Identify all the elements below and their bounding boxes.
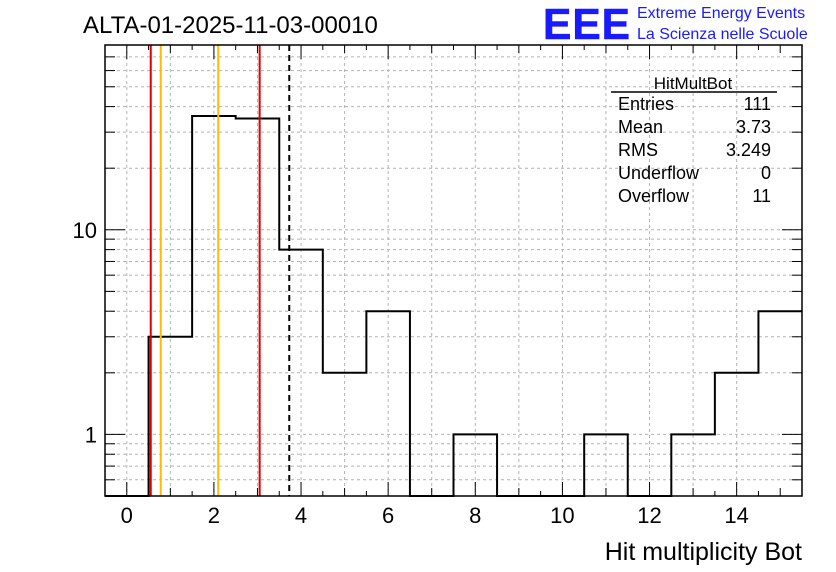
x-tick-label: 10	[550, 503, 574, 528]
axis-ticks	[104, 44, 803, 497]
stats-row-label: Underflow	[618, 163, 700, 183]
logo-line-2: La Scienza nelle Scuole	[637, 26, 808, 43]
x-tick-label: 2	[208, 503, 220, 528]
x-tick-label: 4	[295, 503, 307, 528]
stats-row-value: 3.249	[726, 140, 771, 160]
x-tick-label: 12	[637, 503, 661, 528]
stats-row-label: Mean	[618, 117, 663, 137]
stats-row-label: Entries	[618, 94, 674, 114]
x-axis-label: Hit multiplicity Bot	[605, 538, 802, 566]
stats-row-value: 0	[761, 163, 771, 183]
stats-title: HitMultBot	[654, 74, 733, 93]
x-tick-label: 0	[121, 503, 133, 528]
x-tick-labels: 0 2 4 6 8 10 12 14	[121, 503, 749, 528]
stats-row-label: RMS	[618, 140, 658, 160]
stats-row-value: 11	[752, 186, 771, 206]
y-tick-label: 1	[85, 422, 97, 447]
stats-row-value: 3.73	[736, 117, 771, 137]
stats-box: HitMultBot Entries 111 Mean 3.73 RMS 3.249 Und…	[611, 74, 777, 206]
stats-row-value: 111	[744, 94, 771, 114]
x-tick-label: 8	[469, 503, 481, 528]
logo-line-1: Extreme Energy Events	[637, 5, 805, 22]
vertical-marker-lines	[149, 45, 291, 496]
x-tick-label: 6	[382, 503, 394, 528]
x-tick-label: 14	[724, 503, 748, 528]
eee-logo: EEE Extreme Energy Events La Scienza nel…	[543, 0, 808, 49]
stats-rows: Entries 111 Mean 3.73 RMS 3.249 Underflow 0 Over…	[618, 94, 771, 206]
chart-title: ALTA-01-2025-11-03-00010	[83, 12, 378, 39]
y-tick-label: 10	[73, 218, 97, 243]
stats-row-label: Overflow	[618, 186, 690, 206]
eee-logo-mark: EEE	[543, 0, 631, 49]
y-tick-labels: 1 10	[73, 218, 97, 448]
